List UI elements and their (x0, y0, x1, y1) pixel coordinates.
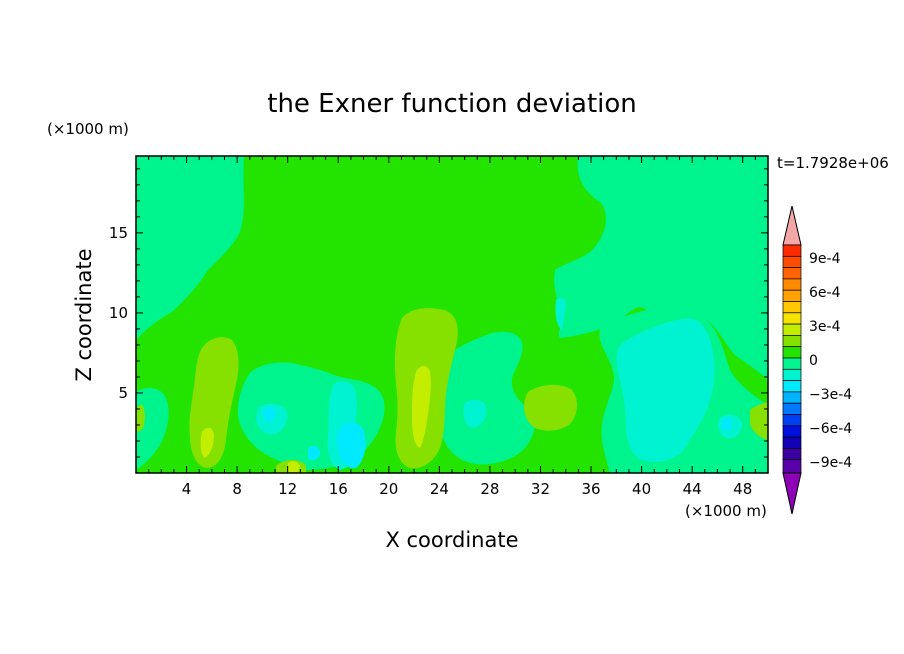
colorbar-seg (782, 278, 802, 291)
colorbar-seg (782, 335, 802, 348)
colorbar-seg (782, 244, 802, 257)
colorbar-seg (782, 357, 802, 370)
field-cell-high (412, 366, 431, 448)
colorbar-tick-label: −6e-4 (809, 421, 852, 437)
colorbar-over-triangle (782, 205, 802, 246)
colorbar-seg (782, 346, 802, 359)
field-cell-positive (524, 384, 578, 431)
field-pocket-strong (722, 417, 732, 431)
field-cell-high (200, 427, 214, 458)
field-pocket-strong (308, 446, 320, 461)
x-axis-title: X coordinate (385, 528, 518, 552)
chart-title: the Exner function deviation (267, 89, 637, 119)
field-pocket-negative (437, 331, 535, 465)
time-label: t=1.7928e+06 (777, 154, 889, 172)
x-tick-label: 28 (480, 480, 499, 498)
field-pocket-strong (336, 422, 366, 469)
colorbar-seg (782, 436, 802, 449)
x-tick-label: 12 (278, 480, 297, 498)
field-cell-positive (750, 402, 768, 440)
colorbar-seg (782, 425, 802, 438)
x-tick-label: 40 (632, 480, 651, 498)
colorbar-tick-label: 3e-4 (809, 319, 841, 335)
x-tick-label: 32 (531, 480, 550, 498)
y-axis: 5 10 15 (109, 168, 768, 458)
colorbar-seg (782, 402, 802, 415)
colorbar-tick-label: 6e-4 (809, 285, 841, 301)
field-pocket-negative (136, 387, 169, 470)
x-tick-label: 16 (329, 480, 348, 498)
y-tick-label: 15 (109, 224, 128, 242)
field-pocket-strong (263, 407, 276, 422)
colorbar-tick-label: 0 (809, 353, 818, 369)
colorbar-tick-label: −3e-4 (809, 387, 852, 403)
colorbar-seg (782, 380, 802, 393)
colorbar-seg (782, 459, 802, 474)
colorbar-seg (782, 267, 802, 280)
field-pocket-weak (463, 399, 487, 428)
x-tick-label: 48 (733, 480, 752, 498)
colorbar-tick-label: −9e-4 (809, 455, 852, 471)
colorbar-seg (782, 312, 802, 325)
x-unit-label: (×1000 m) (685, 502, 767, 520)
field-pocket-weak (616, 318, 715, 462)
x-tick-label: 24 (430, 480, 449, 498)
x-tick-label: 44 (683, 480, 702, 498)
colorbar-labels: 9e-4 6e-4 3e-4 0 −3e-4 −6e-4 −9e-4 (809, 251, 852, 471)
colorbar-seg (782, 301, 802, 314)
field-cell-high (288, 461, 300, 472)
x-axis: 4 8 12 16 20 24 28 32 36 40 44 48 (148, 156, 756, 498)
y-tick-label: 10 (109, 304, 128, 322)
colorbar-seg (782, 448, 802, 461)
colorbar-seg (782, 414, 802, 427)
colorbar-seg (782, 368, 802, 381)
contour-field (136, 156, 768, 473)
y-tick-label: 5 (118, 384, 128, 402)
x-tick-label: 4 (182, 480, 192, 498)
colorbar-seg (782, 255, 802, 268)
z-unit-label: (×1000 m) (47, 120, 129, 138)
colorbar-tick-label: 9e-4 (809, 251, 841, 267)
x-tick-label: 20 (379, 480, 398, 498)
x-tick-label: 36 (581, 480, 600, 498)
colorbar-seg (782, 391, 802, 404)
colorbar-under-triangle (782, 472, 802, 515)
colorbar-seg (782, 289, 802, 302)
x-tick-label: 8 (232, 480, 242, 498)
colorbar: 9e-4 6e-4 3e-4 0 −3e-4 −6e-4 −9e-4 (782, 205, 852, 515)
field-pocket-weak (555, 298, 566, 330)
y-axis-title: Z coordinate (72, 248, 96, 381)
colorbar-seg (782, 323, 802, 336)
